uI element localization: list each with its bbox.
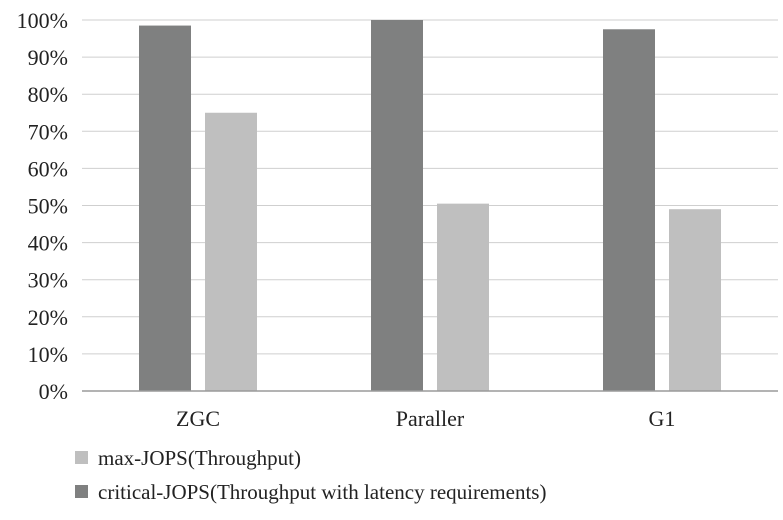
bar-g1-series-0 bbox=[603, 29, 655, 392]
bar-paraller-series-1 bbox=[437, 203, 489, 391]
bar-paraller-series-0 bbox=[371, 20, 423, 391]
bar-zgc-series-1 bbox=[205, 112, 257, 391]
legend-swatch bbox=[75, 451, 88, 464]
y-tick-label: 80% bbox=[28, 82, 68, 107]
y-tick-label: 100% bbox=[17, 8, 68, 33]
bar-g1-series-1 bbox=[669, 209, 721, 391]
y-tick-label: 60% bbox=[28, 156, 68, 181]
y-tick-label: 20% bbox=[28, 305, 68, 330]
y-axis-ticks: 0% 10% 20% 30% 40% 50% 60% 70% 80% 90% 100% bbox=[17, 8, 68, 404]
y-tick-label: 0% bbox=[39, 379, 68, 404]
gridlines bbox=[82, 19, 778, 355]
x-category-label: G1 bbox=[649, 406, 676, 431]
y-tick-label: 10% bbox=[28, 342, 68, 367]
y-tick-label: 40% bbox=[28, 231, 68, 256]
y-tick-label: 70% bbox=[28, 119, 68, 144]
legend-swatch bbox=[75, 485, 88, 498]
y-tick-label: 50% bbox=[28, 194, 68, 219]
legend-label: max-JOPS(Throughput) bbox=[98, 446, 301, 470]
y-tick-label: 30% bbox=[28, 268, 68, 293]
legend-label: critical-JOPS(Throughput with latency re… bbox=[98, 480, 546, 504]
legend: max-JOPS(Throughput) critical-JOPS(Throug… bbox=[75, 446, 546, 504]
y-tick-label: 90% bbox=[28, 45, 68, 70]
x-category-label: ZGC bbox=[176, 406, 220, 431]
x-category-label: Paraller bbox=[396, 406, 465, 431]
x-axis-categories: ZGC Paraller G1 bbox=[176, 406, 675, 431]
bars bbox=[139, 20, 721, 392]
bar-zgc-series-0 bbox=[139, 25, 191, 391]
